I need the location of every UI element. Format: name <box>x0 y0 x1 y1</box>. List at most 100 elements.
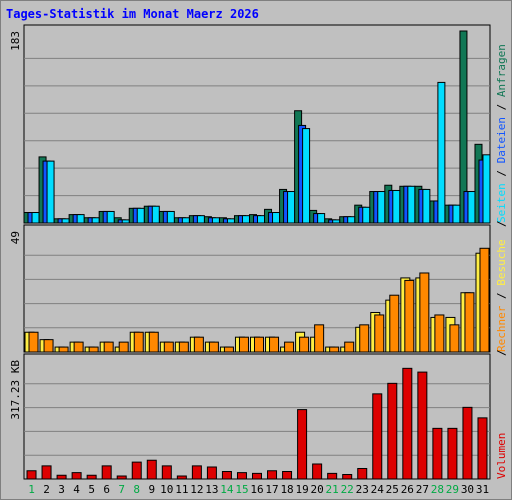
bar-volume-volumen-day-2 <box>41 465 52 480</box>
x-tick-label-day-4: 4 <box>73 483 80 496</box>
x-tick-label-day-11: 11 <box>175 483 188 496</box>
bar-visits-rechner-day-25 <box>389 294 400 353</box>
panel-visits-ymax-label: 49 <box>9 231 22 244</box>
bar-hits-seiten-day-16 <box>257 215 265 224</box>
x-tick-label-day-15: 15 <box>235 483 248 496</box>
bar-volume-volumen-day-18 <box>282 470 293 480</box>
bar-volume-volumen-day-27 <box>417 371 428 480</box>
bar-volume-volumen-day-23 <box>357 467 368 480</box>
bar-volume-volumen-day-19 <box>297 409 308 480</box>
bar-visits-rechner-day-16 <box>254 336 264 353</box>
legend-separator: / <box>495 286 508 306</box>
bar-visits-rechner-day-29 <box>449 324 460 353</box>
bar-hits-seiten-day-28 <box>437 81 446 224</box>
bar-visits-rechner-day-13 <box>208 341 219 353</box>
x-tick-label-day-24: 24 <box>371 483 385 496</box>
bar-hits-seiten-day-8 <box>136 207 145 224</box>
x-tick-label-day-26: 26 <box>401 483 414 496</box>
bar-hits-seiten-day-20 <box>317 213 326 224</box>
bar-hits-seiten-day-5 <box>91 217 100 224</box>
bar-volume-volumen-day-12 <box>191 465 202 480</box>
x-tick-label-day-10: 10 <box>160 483 173 496</box>
x-tick-label-day-22: 22 <box>341 483 354 496</box>
bar-visits-rechner-day-10 <box>163 341 174 353</box>
bar-visits-rechner-day-28 <box>434 314 445 353</box>
bar-volume-volumen-day-13 <box>206 466 217 480</box>
chart-title: Tages-Statistik im Monat Maerz 2026 <box>6 7 259 21</box>
legend-item-volumen: Volumen <box>495 433 508 479</box>
bar-visits-rechner-day-5 <box>88 346 99 353</box>
x-tick-label-day-27: 27 <box>416 483 429 496</box>
bar-hits-seiten-day-19 <box>302 128 311 224</box>
bar-hits-seiten-day-25 <box>392 189 401 224</box>
panel-visits-legend: Rechner / Besuche <box>495 239 508 352</box>
bar-visits-rechner-day-6 <box>103 341 114 353</box>
bar-hits-seiten-day-13 <box>211 217 220 224</box>
x-tick-label-day-2: 2 <box>43 483 50 496</box>
bar-visits-rechner-day-1 <box>28 331 39 353</box>
bar-visits-rechner-day-26 <box>404 279 415 353</box>
bar-visits-rechner-day-12 <box>193 336 204 353</box>
bar-visits-rechner-day-31 <box>479 247 490 353</box>
x-tick-label-day-5: 5 <box>88 483 95 496</box>
bar-volume-volumen-day-20 <box>312 463 323 480</box>
legend-group-separator: / <box>495 220 508 227</box>
x-tick-label-day-7: 7 <box>118 483 125 496</box>
bar-visits-rechner-day-15 <box>238 336 249 353</box>
bar-volume-volumen-day-17 <box>267 470 278 480</box>
bar-visits-rechner-day-22 <box>344 341 355 353</box>
bar-visits-rechner-day-2 <box>43 339 54 353</box>
bar-visits-rechner-day-4 <box>73 341 84 353</box>
bar-visits-rechner-day-11 <box>178 341 189 353</box>
bar-volume-volumen-day-14 <box>221 470 232 480</box>
bar-hits-seiten-day-7 <box>121 219 130 224</box>
bar-hits-seiten-day-17 <box>272 212 281 224</box>
bar-hits-seiten-day-2 <box>46 160 55 224</box>
x-tick-label-day-25: 25 <box>386 483 399 496</box>
x-tick-label-day-6: 6 <box>103 483 110 496</box>
bar-hits-seiten-day-4 <box>76 214 85 224</box>
bar-volume-volumen-day-26 <box>402 367 413 480</box>
bar-volume-volumen-day-31 <box>477 417 488 480</box>
legend-group-separator: / <box>495 349 508 356</box>
bar-hits-seiten-day-11 <box>181 217 190 224</box>
legend-separator: / <box>495 163 508 183</box>
bar-hits-seiten-day-3 <box>61 218 70 224</box>
x-tick-label-day-17: 17 <box>265 483 278 496</box>
x-tick-label-day-23: 23 <box>356 483 369 496</box>
bar-volume-volumen-day-11 <box>176 475 187 480</box>
bar-hits-seiten-day-30 <box>467 191 476 224</box>
bar-hits-seiten-day-14 <box>226 218 235 224</box>
bar-volume-volumen-day-16 <box>252 472 262 480</box>
bar-volume-volumen-day-9 <box>146 459 157 480</box>
x-tick-label-day-18: 18 <box>280 483 293 496</box>
bar-volume-volumen-day-5 <box>86 474 97 480</box>
panel-volume-legend: Volumen <box>495 433 508 479</box>
bar-hits-seiten-day-9 <box>151 205 160 224</box>
bar-visits-rechner-day-27 <box>419 272 430 353</box>
bar-volume-volumen-day-29 <box>447 427 458 480</box>
bar-volume-volumen-day-10 <box>161 465 172 480</box>
x-tick-label-day-9: 9 <box>148 483 155 496</box>
legend-separator: / <box>495 97 508 117</box>
x-tick-label-day-8: 8 <box>133 483 140 496</box>
bar-visits-rechner-day-14 <box>223 346 234 353</box>
bar-hits-seiten-day-27 <box>422 188 431 224</box>
x-tick-label-day-21: 21 <box>326 483 339 496</box>
legend-item-besuche: Besuche <box>495 239 508 285</box>
bar-visits-rechner-day-23 <box>359 324 370 353</box>
legend-item-seiten: Seiten <box>495 183 508 223</box>
x-tick-label-day-1: 1 <box>28 483 35 496</box>
bar-visits-rechner-day-8 <box>133 331 144 353</box>
bar-volume-volumen-day-28 <box>432 427 443 480</box>
bar-hits-seiten-day-23 <box>362 206 371 224</box>
x-tick-label-day-12: 12 <box>190 483 203 496</box>
x-tick-label-day-19: 19 <box>295 483 308 496</box>
bar-volume-volumen-day-25 <box>387 382 398 480</box>
bar-hits-seiten-day-12 <box>196 215 205 224</box>
bar-visits-rechner-day-24 <box>374 314 385 353</box>
bar-hits-seiten-day-21 <box>332 219 341 224</box>
bar-volume-volumen-day-30 <box>462 406 473 480</box>
bar-hits-seiten-day-31 <box>482 154 491 224</box>
